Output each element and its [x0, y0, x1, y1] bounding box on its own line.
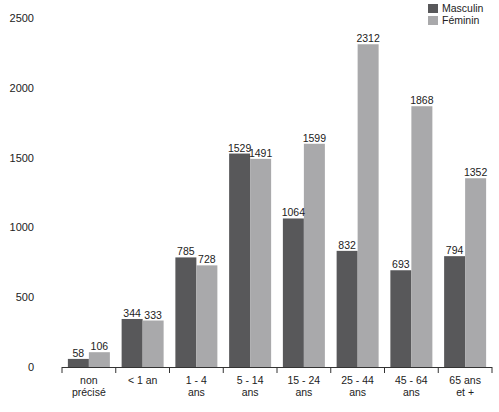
- y-tick-label: 500: [16, 291, 34, 303]
- data-label: 333: [144, 309, 162, 321]
- legend-label: Féminin: [442, 14, 480, 26]
- legend: MasculinFéminin: [428, 2, 484, 26]
- category-separator: [223, 367, 224, 373]
- bar: [229, 154, 250, 367]
- data-label: 832: [338, 239, 356, 251]
- category-separator: [492, 367, 493, 373]
- legend-swatch: [428, 16, 438, 25]
- x-tick-label: nonprécisé: [72, 374, 106, 398]
- data-label: 1868: [410, 94, 434, 106]
- data-label: 1599: [303, 132, 327, 144]
- bar: [175, 257, 196, 367]
- bar: [122, 319, 143, 367]
- data-label: 2312: [356, 32, 380, 44]
- bar: [411, 106, 432, 367]
- legend-swatch: [428, 4, 438, 13]
- data-label: 58: [73, 347, 85, 359]
- bar: [444, 256, 465, 367]
- x-tick-label: 45 - 64ans: [395, 374, 428, 398]
- bar: [196, 265, 217, 367]
- bar: [89, 352, 110, 367]
- y-tick-label: 2500: [10, 12, 34, 24]
- bar: [250, 159, 271, 367]
- x-tick-label: 65 anset +: [449, 374, 481, 398]
- chart: 0 500 1000 1500 2000 2500 58 344 785 1529 1064 832 6…: [0, 0, 499, 412]
- x-tick-label: 1 - 4ans: [186, 374, 207, 398]
- y-tick-label: 0: [28, 361, 34, 373]
- x-tick-label: 25 - 44ans: [341, 374, 374, 398]
- data-label: 106: [91, 340, 109, 352]
- y-tick-label: 1000: [10, 221, 34, 233]
- bar: [358, 44, 379, 367]
- y-axis: 0 500 1000 1500 2000 2500: [10, 12, 34, 373]
- category-separator: [115, 367, 116, 373]
- legend-label: Masculin: [442, 2, 484, 14]
- y-tick-label: 1500: [10, 152, 34, 164]
- data-label: 785: [177, 245, 195, 257]
- bar: [337, 251, 358, 367]
- data-label: 344: [123, 307, 141, 319]
- bar: [390, 270, 411, 367]
- x-tick-label: 15 - 24ans: [288, 374, 321, 398]
- bar: [304, 144, 325, 367]
- data-labels: 58 344 785 1529 1064 832 693 794 106 333 728 1491 15…: [73, 32, 488, 359]
- x-tick-label: < 1 an: [128, 374, 158, 386]
- data-label: 1529: [228, 142, 252, 154]
- category-separator: [62, 367, 63, 373]
- category-separator: [277, 367, 278, 373]
- category-separator: [169, 367, 170, 373]
- category-separator: [330, 367, 331, 373]
- category-separator: [384, 367, 385, 373]
- y-tick-label: 2000: [10, 82, 34, 94]
- data-label: 693: [392, 258, 410, 270]
- bars: [68, 44, 486, 367]
- bar: [465, 178, 486, 367]
- chart-container: 0 500 1000 1500 2000 2500 58 344 785 1529 1064 832 6…: [0, 0, 499, 412]
- bar: [143, 321, 164, 367]
- data-label: 1352: [464, 166, 488, 178]
- bar: [283, 218, 304, 367]
- data-label: 1064: [282, 206, 306, 218]
- category-separator: [438, 367, 439, 373]
- data-label: 1491: [249, 147, 273, 159]
- bar: [68, 359, 89, 367]
- data-label: 794: [446, 244, 464, 256]
- data-label: 728: [198, 253, 216, 265]
- x-tick-label: 5 - 14ans: [237, 374, 264, 398]
- x-axis: nonprécisé < 1 an 1 - 4ans 5 - 14ans 15 - 24…: [62, 367, 492, 398]
